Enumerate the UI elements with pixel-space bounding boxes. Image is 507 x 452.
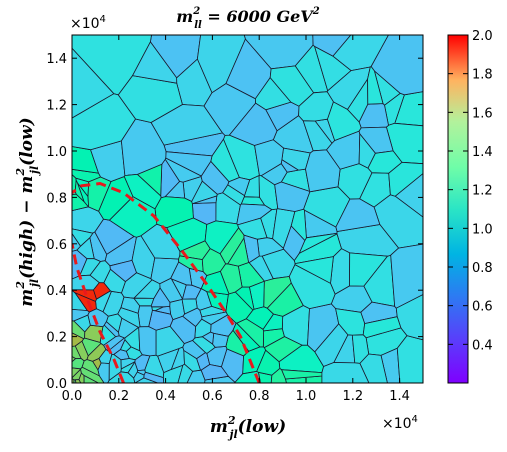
colorbar xyxy=(447,34,469,384)
y-axis-ticks: 0.0 0.2 0.4 0.6 0.8 1.0 1.2 1.4 xyxy=(46,52,423,392)
x-tick-label: 0.0 xyxy=(62,389,83,404)
voronoi-cell xyxy=(288,264,336,310)
voronoi-cell xyxy=(72,47,115,119)
voronoi-cell xyxy=(120,358,136,370)
voronoi-cell xyxy=(298,91,334,122)
voronoi-cell xyxy=(200,364,230,381)
voronoi-cell xyxy=(367,65,384,105)
voronoi-cell xyxy=(93,282,112,300)
voronoi-cell xyxy=(227,177,251,197)
voronoi-cell xyxy=(335,198,381,232)
colorbar-tick-label: 0.4 xyxy=(472,338,493,353)
plot-frame xyxy=(71,34,424,384)
colorbar-tick-label: 0.6 xyxy=(472,300,493,315)
voronoi-cell xyxy=(120,118,167,176)
voronoi-cell xyxy=(312,35,352,57)
colorbar-tick-label: 2.0 xyxy=(472,29,493,44)
voronoi-cell xyxy=(120,296,141,314)
x-tick-label: 1.2 xyxy=(342,389,363,404)
x-axis-label: m2 jl(low) xyxy=(210,414,286,441)
voronoi-cell xyxy=(140,223,181,260)
x-tick-label: 1.4 xyxy=(389,389,410,404)
voronoi-cell xyxy=(262,313,284,332)
voronoi-cell xyxy=(159,277,184,303)
voronoi-cell xyxy=(86,342,107,362)
x-tick-label: 0.4 xyxy=(155,389,176,404)
x-tick-label: 0.8 xyxy=(249,389,270,404)
voronoi-cell xyxy=(362,316,402,339)
y-tick-label: 0.6 xyxy=(46,238,67,253)
colorbar-tick-label: 0.8 xyxy=(472,261,493,276)
voronoi-cell xyxy=(349,252,389,287)
boundary-inner xyxy=(72,243,125,383)
voronoi-cell xyxy=(74,379,82,383)
voronoi-cell xyxy=(136,369,146,376)
y-axis-label: m2jl(high) − m2jl(low) xyxy=(14,117,41,306)
voronoi-cell xyxy=(282,225,306,262)
x-tick-label: 0.6 xyxy=(202,389,223,404)
y-tick-label: 1.2 xyxy=(46,99,67,114)
voronoi-cell xyxy=(201,331,215,345)
voronoi-cell xyxy=(83,374,99,383)
colorbar-ticks: 0.4 0.6 0.8 1.0 1.2 1.4 1.6 1.8 2.0 xyxy=(448,29,493,353)
voronoi-cell xyxy=(367,150,403,174)
voronoi-cell xyxy=(72,228,94,247)
voronoi-cell xyxy=(75,177,90,198)
voronoi-cells xyxy=(72,35,423,383)
voronoi-cell xyxy=(165,151,213,177)
colorbar-tick-label: 1.0 xyxy=(472,222,493,237)
voronoi-cell xyxy=(263,336,303,363)
boundary-curves xyxy=(72,181,261,383)
voronoi-cell xyxy=(321,362,370,383)
y-tick-label: 0.8 xyxy=(46,191,67,206)
voronoi-cell xyxy=(72,193,90,212)
voronoi-cell xyxy=(254,76,292,111)
voronoi-cell xyxy=(396,335,423,383)
colorbar-tick-label: 1.6 xyxy=(472,106,493,121)
voronoi-cell xyxy=(169,315,197,345)
voronoi-cell xyxy=(182,340,207,360)
x-tick-label: 1.0 xyxy=(296,389,317,404)
y-tick-label: 0.0 xyxy=(46,377,67,392)
chart-title: m2 ll = 6000 GeV2 xyxy=(176,6,319,31)
voronoi-cell xyxy=(254,139,284,177)
voronoi-cell xyxy=(123,173,162,210)
voronoi-cell xyxy=(109,259,137,283)
voronoi-cell xyxy=(103,321,120,338)
voronoi-cell xyxy=(274,181,311,212)
voronoi-cell xyxy=(227,237,250,267)
colorbar-tick-label: 1.4 xyxy=(472,145,493,160)
voronoi-cell xyxy=(73,314,91,333)
voronoi-cell xyxy=(234,286,255,311)
x-axis-ticks: 0.0 0.2 0.4 0.6 0.8 1.0 1.2 1.4 xyxy=(62,35,410,404)
voronoi-cell xyxy=(201,248,227,276)
x-tick-label: 0.2 xyxy=(108,389,129,404)
voronoi-cell xyxy=(177,363,194,383)
colorbar-tick-label: 1.8 xyxy=(472,68,493,83)
boundary-outer xyxy=(72,181,261,383)
y-tick-label: 1.0 xyxy=(46,145,67,160)
y-multiplier: ×104 xyxy=(70,14,106,32)
voronoi-cell xyxy=(192,195,218,204)
x-multiplier: ×104 xyxy=(382,414,418,432)
voronoi-cell xyxy=(294,256,334,284)
y-tick-label: 1.4 xyxy=(46,52,67,67)
voronoi-cell xyxy=(212,332,229,348)
voronoi-cell xyxy=(133,371,145,383)
y-tick-label: 0.2 xyxy=(46,331,67,346)
y-tick-label: 0.4 xyxy=(46,284,67,299)
voronoi-cell xyxy=(131,41,178,84)
colorbar-tick-label: 1.2 xyxy=(472,184,493,199)
voronoi-cell xyxy=(138,326,157,357)
